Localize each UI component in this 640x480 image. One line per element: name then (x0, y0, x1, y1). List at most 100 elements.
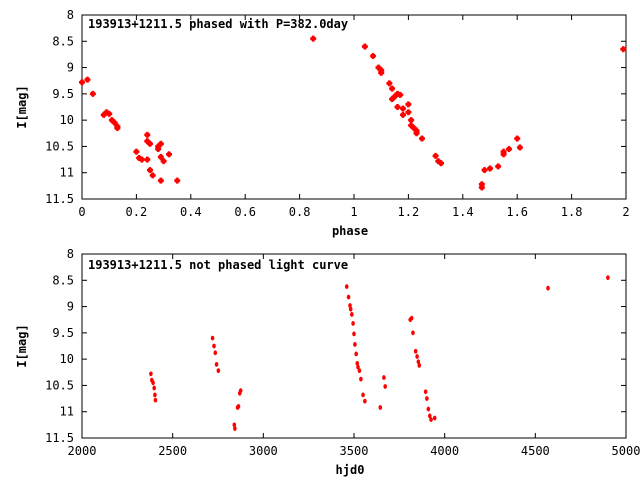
data-point (133, 148, 140, 155)
plot-title: 193913+1211.5 phased with P=382.0day (88, 17, 348, 31)
data-point (213, 350, 218, 356)
data-point (487, 165, 493, 172)
y-tick-label: 9 (67, 300, 74, 314)
data-point (166, 151, 173, 158)
x-tick-label: 1.4 (452, 205, 474, 219)
phased-light-curve-plot: 0 0.2 0.4 0.6 0.8 1 1.2 1.4 1.6 1.8 2 8 8.5 9 9.5 10 10… (15, 8, 630, 238)
data-point (408, 117, 415, 124)
data-point (212, 343, 216, 349)
data-point (114, 125, 121, 132)
y-tick-label: 8.5 (52, 34, 74, 48)
data-point (506, 146, 513, 153)
y-tick-label: 10 (60, 352, 74, 366)
y-tick-label: 9 (67, 61, 74, 75)
data-point (383, 384, 387, 389)
y-tick-label: 10 (60, 113, 74, 127)
data-point (310, 35, 317, 42)
data-point (419, 135, 425, 142)
data-point (355, 360, 360, 366)
data-point (399, 105, 406, 112)
x-axis-label: phase (332, 224, 368, 238)
x-tick-label: 1.2 (398, 205, 420, 219)
x-tick-label: 2 (622, 205, 629, 219)
data-point (432, 415, 437, 421)
x-tick-label: 5000 (612, 444, 640, 458)
y-tick-labels: 8 8.5 9 9.5 10 10.5 11 11.5 (45, 8, 74, 206)
x-tick-label: 1.6 (506, 205, 528, 219)
data-point (415, 354, 419, 359)
data-point (516, 144, 523, 151)
y-axis-label: I[mag] (15, 324, 29, 367)
data-points (79, 35, 627, 191)
data-point (389, 85, 396, 92)
data-point (416, 359, 421, 365)
data-point (79, 79, 85, 86)
data-point (160, 158, 167, 165)
data-point (378, 405, 383, 410)
data-point (210, 335, 215, 341)
data-point (149, 172, 156, 179)
data-point (149, 371, 153, 377)
data-point (89, 90, 96, 97)
data-point (344, 284, 349, 289)
y-tick-label: 11 (60, 405, 74, 419)
data-point (417, 363, 422, 368)
data-point (155, 146, 162, 153)
data-point (427, 413, 432, 419)
data-point (152, 385, 156, 391)
data-point (214, 362, 219, 367)
unphased-light-curve-plot: 2000 2500 3000 3500 4000 4500 5000 8 8.5 9 9.5 10 1… (15, 247, 640, 477)
data-point (413, 130, 420, 137)
data-point (106, 110, 113, 117)
data-point (153, 397, 158, 403)
data-point (157, 153, 164, 160)
data-point (147, 167, 153, 174)
data-point (481, 167, 488, 174)
data-point (438, 160, 445, 167)
data-point (370, 53, 377, 60)
plot-title: 193913+1211.5 not phased light curve (88, 258, 348, 272)
data-point (151, 380, 155, 386)
data-point (357, 368, 362, 374)
data-point (157, 177, 164, 184)
data-point (432, 152, 439, 159)
x-tick-labels: 0 0.2 0.4 0.6 0.8 1 1.2 1.4 1.6 1.8 2 (78, 205, 629, 219)
data-point (382, 375, 386, 380)
x-tick-label: 3000 (249, 444, 278, 458)
data-point (405, 109, 412, 116)
data-point (425, 396, 429, 401)
data-point (413, 348, 418, 354)
data-point (546, 285, 550, 291)
x-tick-label: 0.8 (289, 205, 311, 219)
x-tick-label: 1.8 (561, 205, 583, 219)
data-point (138, 156, 145, 163)
x-tick-labels: 2000 2500 3000 3500 4000 4500 5000 (68, 444, 640, 458)
x-axis-label: hjd0 (336, 463, 365, 477)
data-point (147, 140, 153, 147)
data-point (361, 392, 365, 398)
data-point (348, 303, 352, 308)
data-point (423, 389, 428, 395)
plot-frame (81, 14, 627, 200)
x-tick-label: 2500 (158, 444, 187, 458)
data-point (236, 404, 241, 409)
y-tick-label: 10.5 (45, 378, 74, 392)
x-tick-label: 4000 (430, 444, 459, 458)
y-tick-label: 9.5 (52, 326, 74, 340)
data-point (84, 76, 91, 83)
data-point (350, 312, 354, 317)
data-point (399, 111, 406, 118)
data-point (157, 140, 164, 147)
data-point (346, 294, 351, 300)
data-point (144, 156, 151, 163)
y-axis-label: I[mag] (15, 85, 29, 128)
y-tick-label: 8.5 (52, 273, 74, 287)
y-tick-label: 8 (67, 247, 74, 261)
data-point (429, 417, 433, 422)
data-point (233, 426, 237, 431)
x-tick-label: 2000 (68, 444, 97, 458)
y-tick-label: 11.5 (45, 431, 74, 445)
x-tick-label: 0.4 (180, 205, 202, 219)
y-tick-label: 9.5 (52, 87, 74, 101)
